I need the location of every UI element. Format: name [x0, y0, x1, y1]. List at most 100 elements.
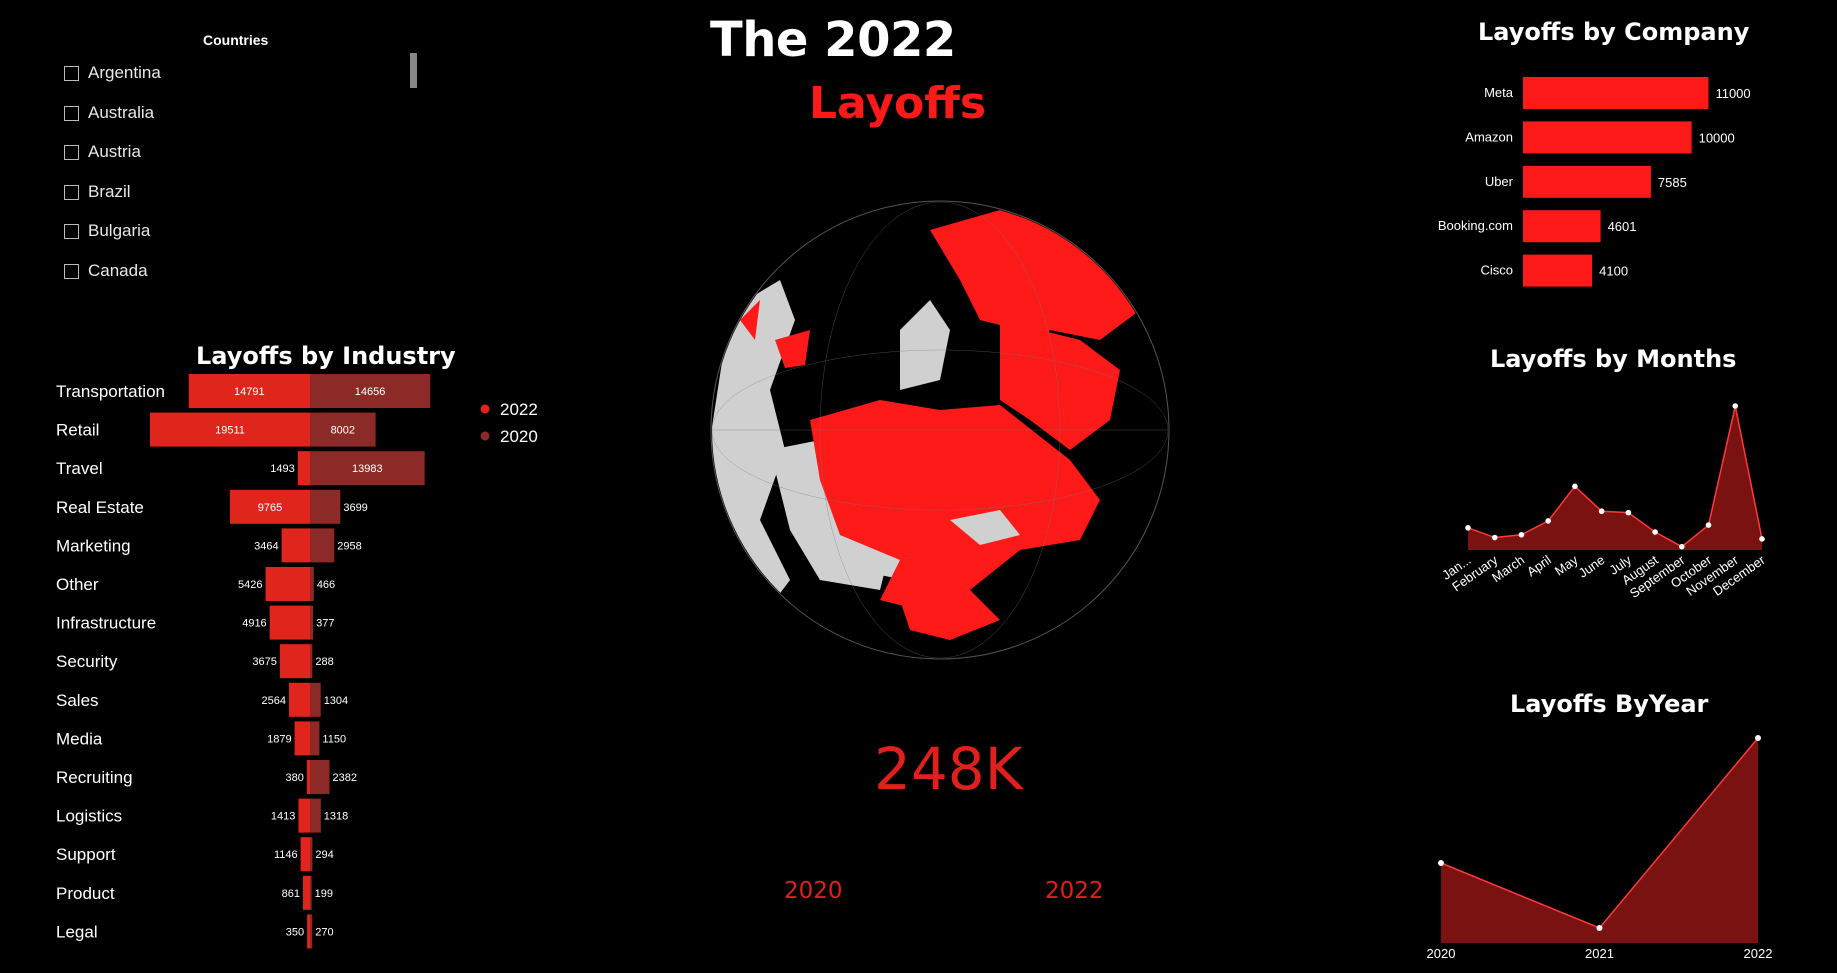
checkbox-icon[interactable]: [64, 263, 79, 279]
industry-bar-2020: [310, 489, 341, 524]
industry-bar-2022: [307, 914, 310, 949]
globe-land-grey: [770, 440, 890, 590]
industry-data-label-2022: 1413: [271, 811, 295, 823]
industry-data-label-2022: 1146: [274, 849, 298, 861]
year-point: [1755, 735, 1761, 741]
company-data-label: 7585: [1658, 175, 1687, 190]
industry-category-label: Transportation: [56, 382, 165, 401]
globe-graticule: [712, 202, 1168, 658]
globe-land-red: [900, 590, 1000, 640]
company-bar: [1523, 254, 1593, 287]
year-tick-label: 2021: [1585, 946, 1614, 961]
industry-data-label-2022: 19511: [215, 425, 245, 437]
slicer-item[interactable]: Bulgaria: [64, 219, 150, 243]
checkbox-icon[interactable]: [64, 144, 79, 160]
globe-land-red: [810, 400, 1100, 610]
company-data-label: 4100: [1599, 264, 1628, 279]
industry-bar-2020: [310, 875, 312, 910]
company-category-label: Amazon: [1465, 129, 1513, 144]
industry-category-label: Retail: [56, 421, 99, 440]
industry-bar-2020: [310, 760, 330, 794]
industry-bar-2020: [310, 412, 376, 447]
industry-bar-2020: [310, 914, 313, 949]
industry-bar-2022: [265, 567, 310, 601]
months-area: [1468, 406, 1762, 550]
slicer-item[interactable]: Brazil: [64, 180, 131, 204]
year-chart-title: Layoffs ByYear: [1510, 690, 1709, 718]
industry-bar-2020: [310, 605, 314, 640]
slicer-item-label: Bulgaria: [88, 221, 151, 240]
year-area: [1441, 738, 1758, 943]
slicer-item-label: Brazil: [88, 182, 131, 201]
months-tick-label: June: [1576, 552, 1608, 580]
page-subtitle: Layoffs: [809, 78, 987, 129]
company-chart: Meta 11000 Amazon 10000 Uber 7585 Booking.com 4…: [1438, 77, 1751, 287]
industry-chart-title: Layoffs by Industry: [196, 342, 456, 370]
months-tick-label: April: [1524, 552, 1554, 579]
year-label-right: 2022: [1045, 878, 1104, 904]
globe-land-red: [740, 300, 760, 340]
industry-data-label-2022: 3464: [254, 540, 278, 552]
industry-data-label-2022: 1493: [270, 463, 294, 475]
months-point: [1491, 534, 1498, 541]
company-data-label: 4601: [1608, 219, 1637, 234]
slicer-item[interactable]: Austria: [64, 140, 141, 164]
slicer-item-label: Canada: [88, 261, 148, 280]
company-bar: [1523, 121, 1692, 154]
industry-bar-2020: [310, 374, 431, 408]
industry-bar-2020: [310, 798, 321, 833]
industry-data-label-2022: 9765: [258, 502, 282, 514]
company-category-label: Uber: [1485, 174, 1514, 189]
slicer-item-label: Australia: [88, 103, 155, 122]
globe-water: [960, 330, 1000, 390]
industry-bar-2020: [310, 721, 320, 756]
industry-data-label-2022: 380: [286, 772, 304, 784]
industry-bar-2022: [269, 605, 310, 640]
globe-land-grey: [900, 300, 950, 390]
year-chart: 2020 2021 2022: [1427, 735, 1772, 961]
industry-data-label-2022: 861: [282, 888, 300, 900]
months-point: [1732, 403, 1739, 409]
industry-data-label-2020: 270: [315, 926, 333, 938]
slicer-item[interactable]: Canada: [64, 259, 148, 283]
industry-category-label: Recruiting: [56, 768, 133, 787]
industry-data-label-2020: 2958: [337, 540, 361, 552]
industry-category-label: Legal: [56, 922, 98, 941]
slicer-title: Countries: [203, 32, 269, 48]
industry-data-label-2022: 350: [286, 926, 304, 938]
year-point: [1438, 860, 1444, 866]
months-point: [1545, 518, 1551, 524]
slicer-item[interactable]: Australia: [64, 101, 154, 125]
world-map[interactable]: [700, 190, 1180, 670]
industry-data-label-2020: 1318: [324, 811, 348, 823]
months-point: [1465, 525, 1471, 531]
checkbox-icon[interactable]: [64, 105, 79, 121]
months-point: [1759, 536, 1765, 542]
industry-bar-2022: [279, 644, 310, 679]
company-category-label: Meta: [1484, 85, 1514, 100]
industry-data-label-2020: 1150: [322, 733, 346, 745]
months-point: [1625, 509, 1632, 516]
slicer-scrollbar[interactable]: [410, 53, 417, 88]
industry-bar-2022: [294, 721, 310, 756]
industry-bar-2020: [310, 837, 313, 872]
industry-bar-2022: [188, 374, 310, 408]
checkbox-icon[interactable]: [64, 184, 79, 200]
industry-data-label-2022: 3675: [252, 656, 276, 668]
globe-land-red: [1000, 320, 1120, 450]
industry-bar-2022: [302, 875, 310, 910]
slicer-item-label: Austria: [88, 142, 141, 161]
slicer-item[interactable]: Argentina: [64, 61, 161, 85]
checkbox-icon[interactable]: [64, 223, 79, 239]
months-line: [1467, 405, 1763, 548]
industry-category-label: Infrastructure: [56, 614, 156, 633]
industry-bar-2020: [310, 451, 425, 486]
legend-label-2020: 2020: [500, 427, 538, 446]
total-layoffs-kpi: 248K: [874, 735, 1023, 803]
globe-land-red: [775, 330, 810, 368]
checkbox-icon[interactable]: [64, 65, 79, 81]
industry-bar-2022: [300, 837, 310, 872]
industry-bar-2022: [298, 798, 310, 833]
industry-bar-2022: [288, 682, 310, 717]
industry-data-label-2020: 14656: [355, 386, 386, 398]
